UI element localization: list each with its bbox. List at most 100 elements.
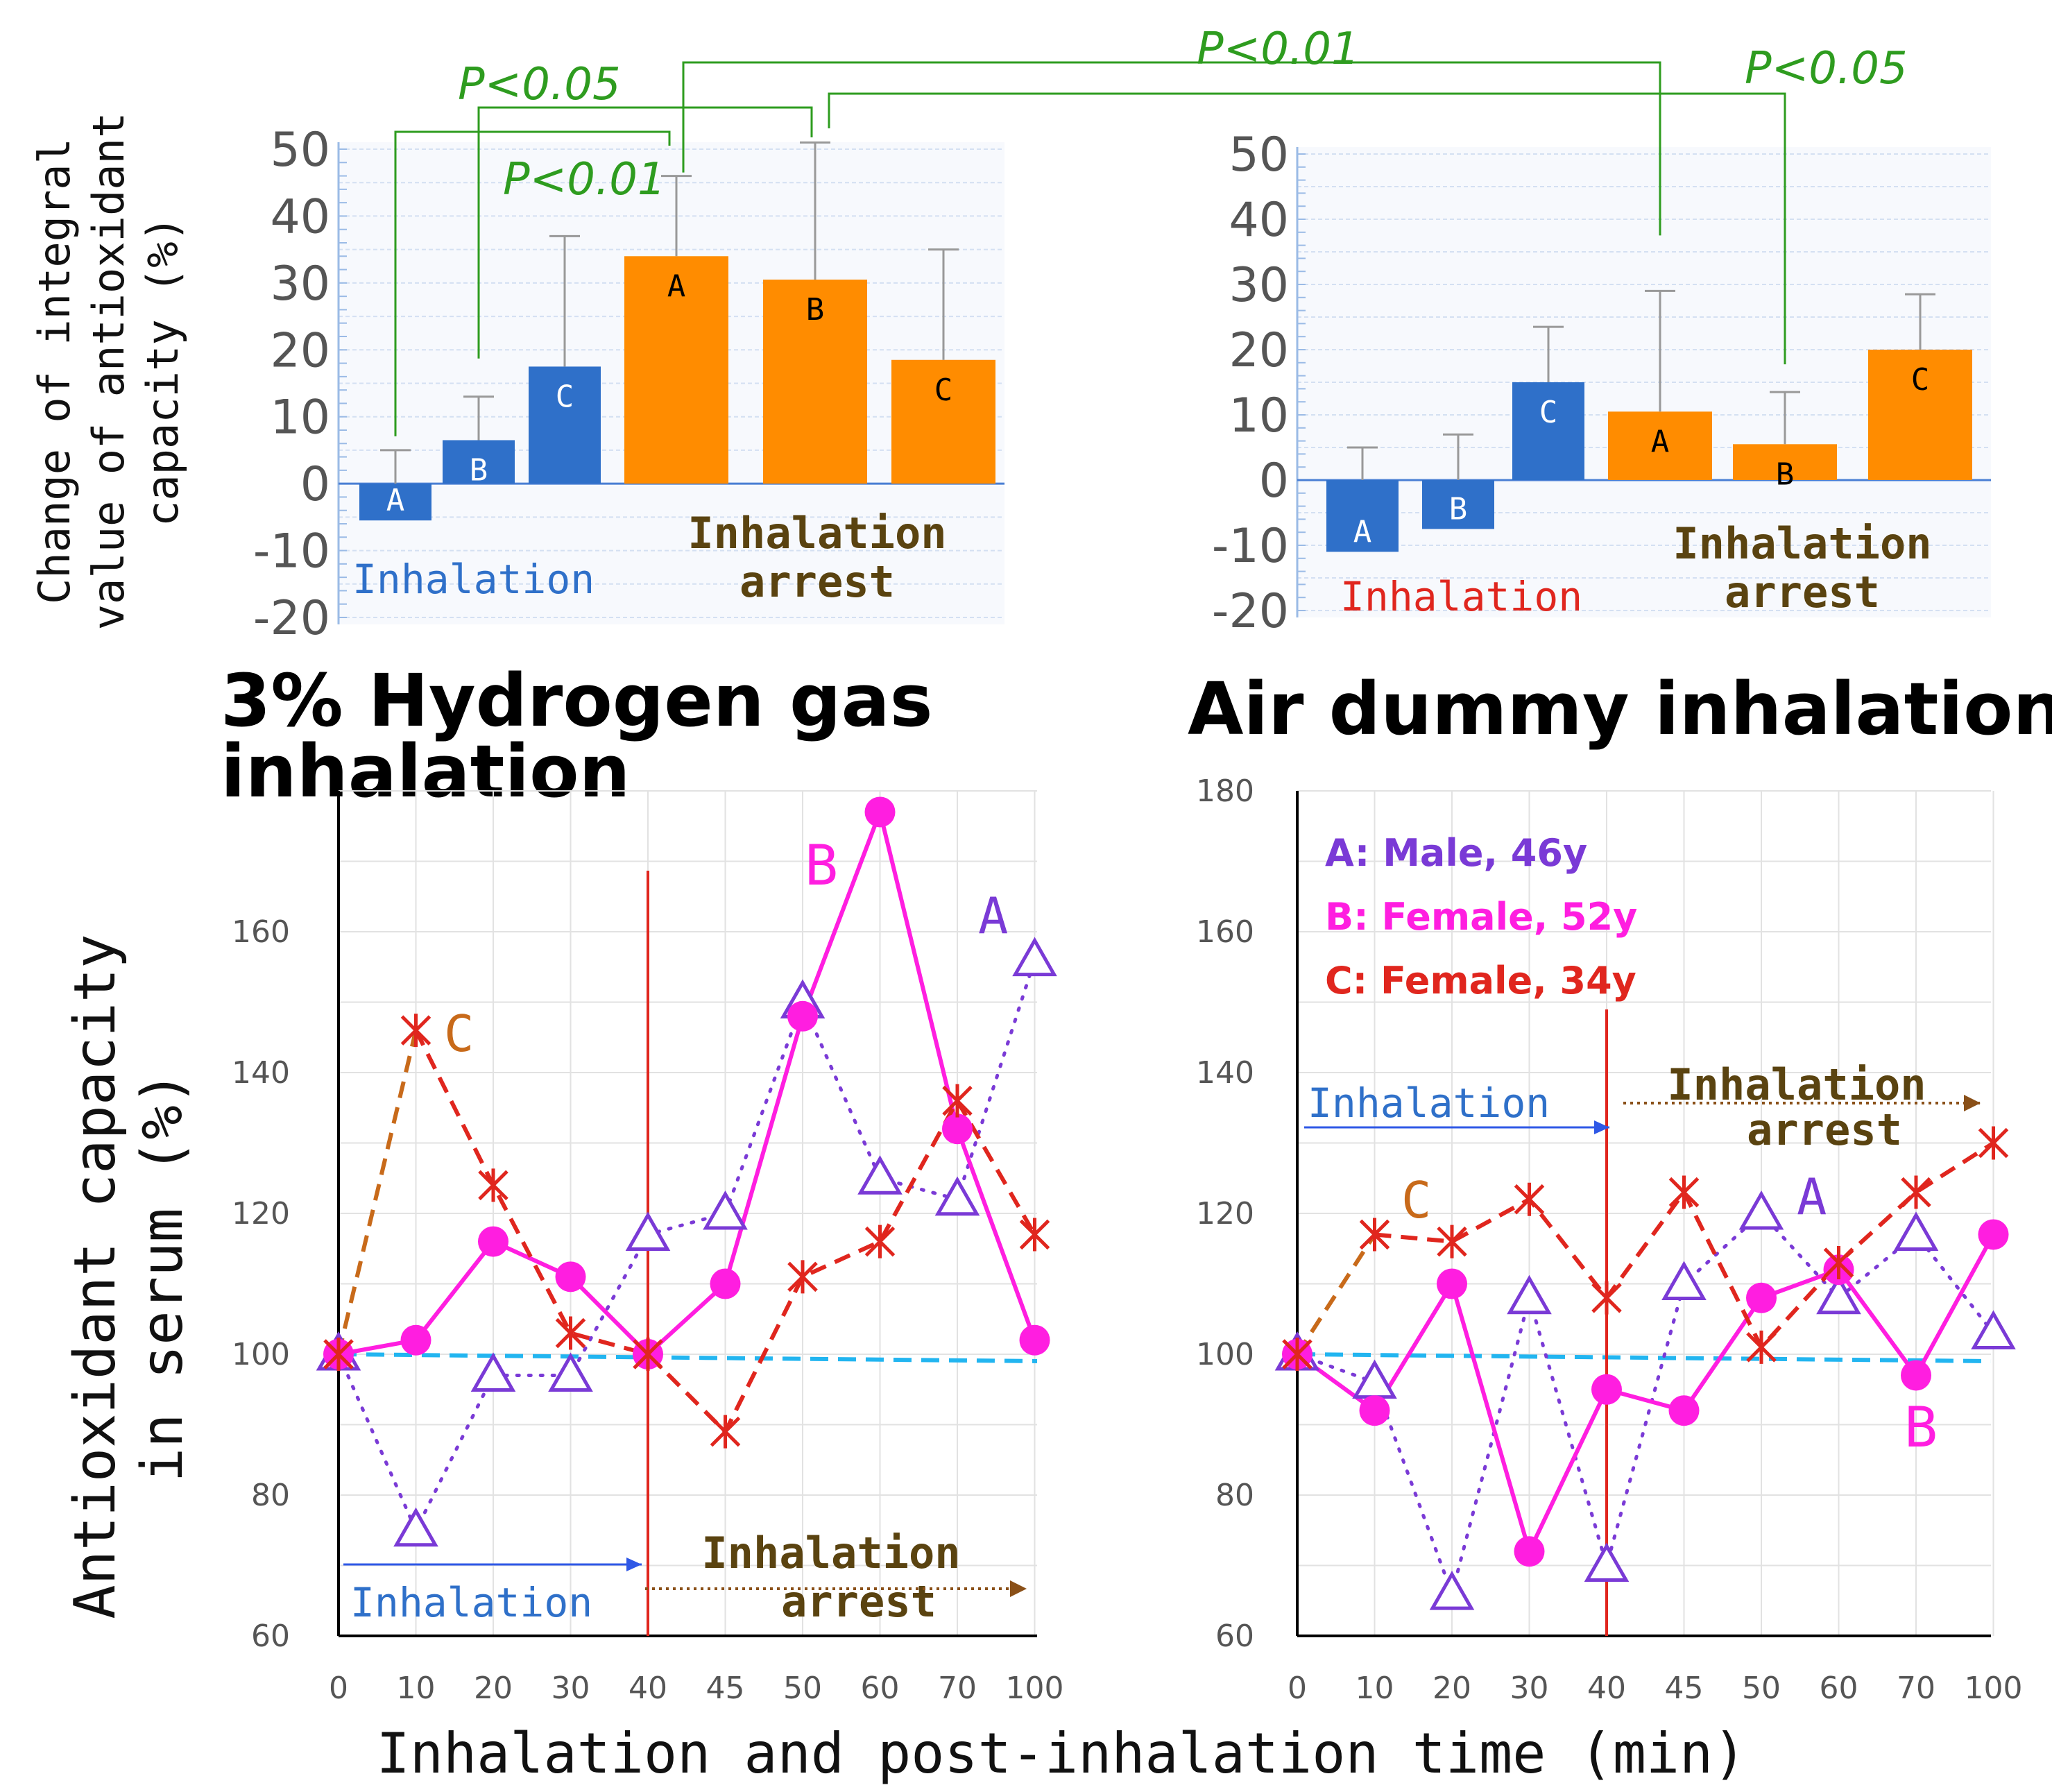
group-label-inhalation: Inhalation [352,556,595,603]
x-tick-label: 20 [1433,1671,1471,1706]
x-tick-label: 60 [861,1671,900,1706]
significance-bracket [682,61,1661,236]
marker-circle [787,1000,818,1032]
marker-circle [942,1113,973,1145]
bar-arrest-b [763,280,867,484]
y-tick-label: 20 [1229,323,1289,378]
title-air: Air dummy inhalation [1188,667,2052,751]
significance-label: P<0.05 [1745,43,1908,94]
y-tick-label: 60 [1215,1619,1254,1654]
y-tick-label: 40 [1229,193,1289,248]
air-bar-chart: -20 -10 0 10 20 30 40 50 A B C A B C Inhalation Inhalat… [1212,128,1991,639]
marker-triangle [934,1176,980,1216]
marker-cross [478,1168,508,1202]
phase-label-arrest-1: Inhalation [701,1528,960,1578]
x-tick-label: 45 [1665,1671,1704,1706]
marker-triangle [625,1211,671,1251]
y-tick-label: 80 [251,1478,290,1513]
arrest-arrow-head [1010,1580,1027,1597]
hydrogen-bar-chart: -20 -10 0 10 20 30 40 50 A B C A B C Inhalation Inhalat… [253,123,1004,646]
marker-triangle [703,1190,748,1230]
x-tick-label: 20 [474,1671,513,1706]
marker-triangle [1893,1211,1939,1251]
hydrogen-line-chart: 60 80 100 120 140 160 0 10 20 30 40 45 50 60 70 100 A B C I… [232,790,1064,1706]
x-tick-label: 70 [938,1671,977,1706]
bar-label: A [667,268,686,304]
marker-cross [633,1338,663,1371]
group-label-arrest-1: Inhalation [1673,518,1931,569]
marker-circle [1019,1324,1050,1356]
bar-inhalation-b [1422,480,1494,529]
bar-ylabel-line-1: Change of integral [29,138,80,604]
y-tick-label: 80 [1215,1478,1254,1513]
x-tick-label: 40 [629,1671,667,1706]
y-tick-label: 30 [1229,258,1289,313]
legend-entry-a: A: Male, 46y [1325,831,1587,875]
phase-label-arrest-2: arrest [1747,1104,1902,1155]
marker-cross [1746,1330,1777,1364]
significance-bracket [828,92,1786,365]
y-tick-label: 60 [251,1619,290,1654]
marker-circle [1746,1282,1777,1313]
marker-cross [1359,1218,1390,1252]
y-tick-label: 50 [1229,128,1289,182]
marker-cross [787,1260,818,1294]
marker-triangle [470,1352,516,1392]
legend-entry-c: C: Female, 34y [1325,959,1636,1002]
marker-triangle [1738,1190,1784,1230]
bar-label: A [1353,514,1372,549]
y-tick-label: 160 [1196,914,1254,950]
marker-circle [1591,1374,1622,1405]
y-tick-label: 100 [1196,1337,1254,1372]
y-tick-label: 10 [1229,389,1289,443]
marker-triangle [1661,1261,1707,1300]
bar-inhalation-b [443,440,515,484]
marker-cross [1978,1126,2009,1160]
y-tick-label: 10 [270,391,330,445]
bar-label: B [806,292,825,327]
y-tick-label: 160 [232,914,290,950]
marker-triangle [548,1352,593,1392]
inhalation-arrow-head [626,1558,642,1571]
marker-cross [1591,1281,1622,1315]
x-tick-label: 70 [1897,1671,1935,1706]
x-tick-label: 100 [1006,1671,1064,1706]
phase-label-inhalation: Inhalation [350,1579,592,1626]
marker-cross [710,1415,741,1449]
x-axis-label: Inhalation and post-inhalation time (min… [377,1721,1747,1786]
significance-label: P<0.01 [503,154,666,205]
line-y-axis-label: Antioxidant capacity in serum (%) [62,934,196,1619]
marker-circle [478,1226,508,1257]
x-tick-label: 30 [552,1671,590,1706]
group-label-arrest-2: arrest [1725,567,1880,617]
y-tick-label: 40 [270,189,330,244]
marker-circle [710,1268,741,1299]
title-hydrogen-line-1: 3% Hydrogen gas [221,658,933,743]
marker-triangle [1816,1274,1861,1315]
marker-circle [864,796,896,828]
bar-label: C [1911,362,1930,398]
marker-cross [555,1316,586,1350]
x-tick-label: 50 [1742,1671,1781,1706]
bar-arrest-c [891,359,995,484]
y-tick-label: -10 [253,524,330,579]
y-tick-label: 120 [1196,1196,1254,1231]
bar-arrest-a [1608,411,1712,480]
arrest-arrow-head [1964,1095,1981,1111]
series-label-c: C [444,1005,474,1063]
marker-cross [1437,1224,1467,1258]
marker-circle [1514,1536,1545,1567]
x-tick-label: 0 [1288,1671,1307,1706]
y-tick-label: 0 [1259,454,1289,509]
legend: A: Male, 46y B: Female, 52y C: Female, 3… [1325,831,1637,1002]
significance-bracket [394,130,671,436]
marker-triangle [1507,1274,1552,1315]
bar-label: B [1449,492,1468,527]
x-tick-label: 10 [397,1671,436,1706]
baseline-100 [338,1352,1038,1363]
marker-circle [400,1324,431,1356]
series-label-b: B [1904,1395,1938,1460]
marker-triangle [1429,1571,1475,1610]
marker-cross [1514,1182,1545,1216]
